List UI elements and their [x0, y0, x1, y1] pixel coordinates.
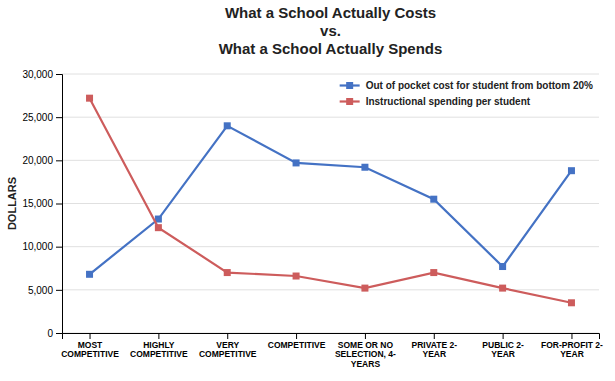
tick-label: 15,000 [22, 198, 53, 209]
tick: 10,000 [22, 241, 62, 252]
tick-mark [365, 333, 366, 339]
tick-mark [56, 117, 62, 118]
tick: 30,000 [22, 69, 62, 80]
tick-label: PRIVATE 2-YEAR [412, 340, 458, 359]
tick: PUBLIC 2-YEAR [482, 333, 524, 359]
grid-line [62, 289, 599, 290]
tick: COMPETITIVE [268, 333, 326, 350]
tick-mark [56, 290, 62, 291]
axis-line [63, 334, 600, 340]
plot: 0 5,000 10,000 15,000 20,000 25,000 30,000 MOST… [22, 69, 603, 369]
series [86, 122, 575, 277]
title: What a School Actually Costsvs.What a Sc… [219, 4, 443, 57]
tick-label: 30,000 [22, 69, 53, 80]
marker [293, 159, 300, 166]
marker [499, 263, 506, 270]
tick-label: 5,000 [28, 285, 53, 296]
x-axis: MOSTCOMPETITIVE HIGHLYCOMPETITIVE VERYCOMP… [61, 333, 603, 369]
grid-line [62, 74, 599, 75]
marker [155, 224, 162, 231]
tick: PRIVATE 2-YEAR [412, 333, 458, 359]
tick-mark [56, 247, 62, 248]
tick-mark [296, 333, 297, 339]
tick-mark [90, 333, 91, 339]
tick-label: HIGHLYCOMPETITIVE [130, 340, 188, 359]
legend: Out of pocket cost for student from bott… [340, 80, 593, 107]
axis-title: DOLLARS [6, 177, 18, 230]
marks [86, 95, 575, 307]
marker [430, 269, 437, 276]
y-axis: 0 5,000 10,000 15,000 20,000 25,000 30,000 [22, 69, 62, 339]
tick-label: MOSTCOMPETITIVE [61, 340, 119, 359]
tick-label: 0 [47, 328, 53, 339]
series [86, 95, 575, 307]
grid-line [62, 203, 599, 204]
line [90, 126, 572, 274]
tick-label: FOR-PROFIT 2-YEAR [541, 340, 603, 359]
grid-line [62, 160, 599, 161]
tick: 5,000 [28, 285, 62, 296]
tick-mark [158, 333, 159, 339]
tick-mark [503, 333, 504, 339]
marker [568, 167, 575, 174]
tick: HIGHLYCOMPETITIVE [130, 333, 188, 359]
legend-label: Instructional spending per student [366, 96, 531, 107]
tick-mark [56, 74, 62, 75]
legend-item: Instructional spending per student [340, 96, 531, 107]
tick-label: VERYCOMPETITIVE [199, 340, 257, 359]
tick: FOR-PROFIT 2-YEAR [541, 333, 603, 359]
legend-marker [346, 82, 353, 89]
marker [224, 122, 231, 129]
tick: 20,000 [22, 155, 62, 166]
marker [430, 196, 437, 203]
tick-mark [434, 333, 435, 339]
tick-mark [56, 204, 62, 205]
tick: 15,000 [22, 198, 62, 209]
chart: What a School Actually Costsvs.What a Sc… [0, 0, 615, 381]
marker [361, 285, 368, 292]
tick: MOSTCOMPETITIVE [61, 333, 119, 359]
line [90, 98, 572, 303]
marker [86, 271, 93, 278]
tick-mark [571, 333, 572, 339]
tick-label: PUBLIC 2-YEAR [482, 340, 524, 359]
tick-mark [56, 333, 62, 334]
grid-line [62, 117, 599, 118]
tick-label: 10,000 [22, 241, 53, 252]
marker [224, 269, 231, 276]
marker [568, 299, 575, 306]
tick-mark [227, 333, 228, 339]
marker [499, 285, 506, 292]
marker [293, 273, 300, 280]
tick-label: 20,000 [22, 155, 53, 166]
tick: VERYCOMPETITIVE [199, 333, 257, 359]
marker [361, 164, 368, 171]
tick: 25,000 [22, 112, 62, 123]
tick: SOME OR NOSELECTION, 4-YEARS [335, 333, 396, 369]
tick-label: 25,000 [22, 112, 53, 123]
tick: 0 [47, 328, 62, 339]
marker [86, 95, 93, 102]
legend-label: Out of pocket cost for student from bott… [366, 80, 593, 91]
axis-line [56, 75, 63, 334]
legend-item: Out of pocket cost for student from bott… [340, 80, 593, 91]
legend-marker [346, 98, 353, 105]
tick-mark [56, 160, 62, 161]
tick-label: SOME OR NOSELECTION, 4-YEARS [335, 340, 396, 369]
tick-label: COMPETITIVE [268, 340, 326, 350]
grid [62, 74, 599, 333]
